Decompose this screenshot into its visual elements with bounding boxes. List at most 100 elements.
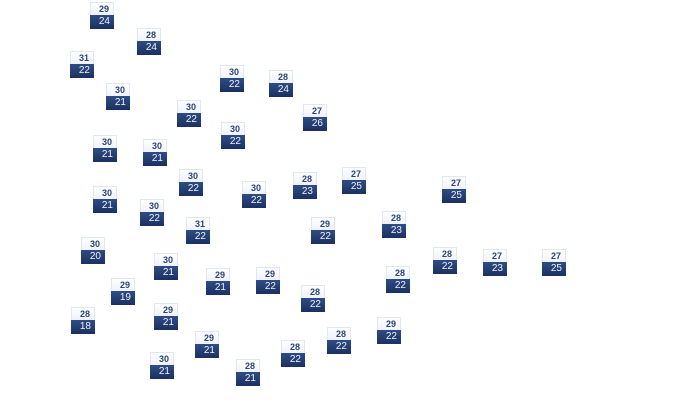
low-temperature: 24 — [90, 15, 114, 29]
high-temperature: 28 — [327, 327, 351, 340]
temperature-marker[interactable]: 30 21 — [93, 186, 117, 213]
high-temperature: 28 — [71, 307, 95, 320]
low-temperature: 18 — [71, 320, 95, 334]
temperature-marker[interactable]: 28 22 — [281, 340, 305, 367]
temperature-marker[interactable]: 28 24 — [137, 28, 161, 55]
high-temperature: 30 — [93, 135, 117, 148]
low-temperature: 22 — [177, 113, 201, 127]
low-temperature: 22 — [70, 64, 94, 78]
temperature-marker[interactable]: 29 22 — [377, 317, 401, 344]
low-temperature: 22 — [386, 279, 410, 293]
low-temperature: 21 — [143, 152, 167, 166]
low-temperature: 20 — [81, 250, 105, 264]
high-temperature: 28 — [382, 211, 406, 224]
low-temperature: 23 — [293, 185, 317, 199]
high-temperature: 28 — [301, 285, 325, 298]
low-temperature: 25 — [542, 262, 566, 276]
high-temperature: 28 — [433, 247, 457, 260]
low-temperature: 21 — [195, 344, 219, 358]
low-temperature: 25 — [442, 189, 466, 203]
temperature-marker[interactable]: 29 24 — [90, 2, 114, 29]
high-temperature: 31 — [186, 217, 210, 230]
high-temperature: 27 — [542, 249, 566, 262]
high-temperature: 30 — [154, 253, 178, 266]
temperature-marker[interactable]: 29 22 — [256, 267, 280, 294]
high-temperature: 30 — [93, 186, 117, 199]
temperature-marker[interactable]: 30 21 — [93, 135, 117, 162]
temperature-marker[interactable]: 28 21 — [236, 359, 260, 386]
temperature-marker[interactable]: 30 21 — [150, 352, 174, 379]
low-temperature: 21 — [93, 148, 117, 162]
temperature-marker[interactable]: 30 22 — [177, 100, 201, 127]
high-temperature: 28 — [293, 172, 317, 185]
temperature-marker[interactable]: 31 22 — [70, 51, 94, 78]
temperature-marker[interactable]: 29 21 — [154, 303, 178, 330]
low-temperature: 22 — [433, 260, 457, 274]
high-temperature: 30 — [177, 100, 201, 113]
high-temperature: 29 — [206, 268, 230, 281]
temperature-marker[interactable]: 29 22 — [311, 217, 335, 244]
temperature-marker[interactable]: 30 22 — [140, 199, 164, 226]
temperature-marker[interactable]: 28 22 — [433, 247, 457, 274]
temperature-marker[interactable]: 28 22 — [386, 266, 410, 293]
low-temperature: 22 — [256, 280, 280, 294]
low-temperature: 22 — [301, 298, 325, 312]
temperature-marker[interactable]: 28 22 — [327, 327, 351, 354]
temperature-marker[interactable]: 27 23 — [483, 249, 507, 276]
low-temperature: 22 — [140, 212, 164, 226]
low-temperature: 22 — [242, 194, 266, 208]
temperature-marker[interactable]: 29 19 — [111, 278, 135, 305]
low-temperature: 21 — [154, 316, 178, 330]
high-temperature: 27 — [483, 249, 507, 262]
temperature-marker[interactable]: 30 20 — [81, 237, 105, 264]
low-temperature: 25 — [342, 180, 366, 194]
temperature-marker[interactable]: 27 26 — [303, 104, 327, 131]
temperature-marker[interactable]: 30 22 — [179, 169, 203, 196]
high-temperature: 30 — [179, 169, 203, 182]
high-temperature: 29 — [256, 267, 280, 280]
high-temperature: 31 — [70, 51, 94, 64]
high-temperature: 30 — [220, 65, 244, 78]
low-temperature: 21 — [206, 281, 230, 295]
temperature-marker[interactable]: 30 22 — [220, 65, 244, 92]
high-temperature: 29 — [311, 217, 335, 230]
low-temperature: 22 — [186, 230, 210, 244]
low-temperature: 24 — [269, 83, 293, 97]
low-temperature: 22 — [311, 230, 335, 244]
temperature-marker[interactable]: 28 18 — [71, 307, 95, 334]
low-temperature: 26 — [303, 117, 327, 131]
high-temperature: 30 — [150, 352, 174, 365]
high-temperature: 29 — [195, 331, 219, 344]
temperature-marker[interactable]: 30 22 — [242, 181, 266, 208]
low-temperature: 19 — [111, 291, 135, 305]
low-temperature: 22 — [220, 78, 244, 92]
high-temperature: 28 — [137, 28, 161, 41]
low-temperature: 22 — [221, 135, 245, 149]
temperature-marker[interactable]: 28 23 — [293, 172, 317, 199]
high-temperature: 30 — [106, 83, 130, 96]
temperature-marker[interactable]: 29 21 — [206, 268, 230, 295]
temperature-marker[interactable]: 28 24 — [269, 70, 293, 97]
temperature-marker[interactable]: 27 25 — [342, 167, 366, 194]
temperature-marker[interactable]: 29 21 — [195, 331, 219, 358]
low-temperature: 24 — [137, 41, 161, 55]
temperature-marker[interactable]: 30 22 — [221, 122, 245, 149]
temperature-marker[interactable]: 30 21 — [106, 83, 130, 110]
low-temperature: 23 — [483, 262, 507, 276]
high-temperature: 28 — [269, 70, 293, 83]
temperature-marker[interactable]: 28 22 — [301, 285, 325, 312]
temperature-marker[interactable]: 30 21 — [143, 139, 167, 166]
low-temperature: 21 — [236, 372, 260, 386]
low-temperature: 23 — [382, 224, 406, 238]
high-temperature: 30 — [221, 122, 245, 135]
low-temperature: 22 — [377, 330, 401, 344]
temperature-marker[interactable]: 30 21 — [154, 253, 178, 280]
low-temperature: 21 — [154, 266, 178, 280]
temperature-marker[interactable]: 27 25 — [542, 249, 566, 276]
high-temperature: 27 — [342, 167, 366, 180]
high-temperature: 28 — [386, 266, 410, 279]
low-temperature: 21 — [150, 365, 174, 379]
temperature-marker[interactable]: 31 22 — [186, 217, 210, 244]
temperature-marker[interactable]: 28 23 — [382, 211, 406, 238]
temperature-marker[interactable]: 27 25 — [442, 176, 466, 203]
